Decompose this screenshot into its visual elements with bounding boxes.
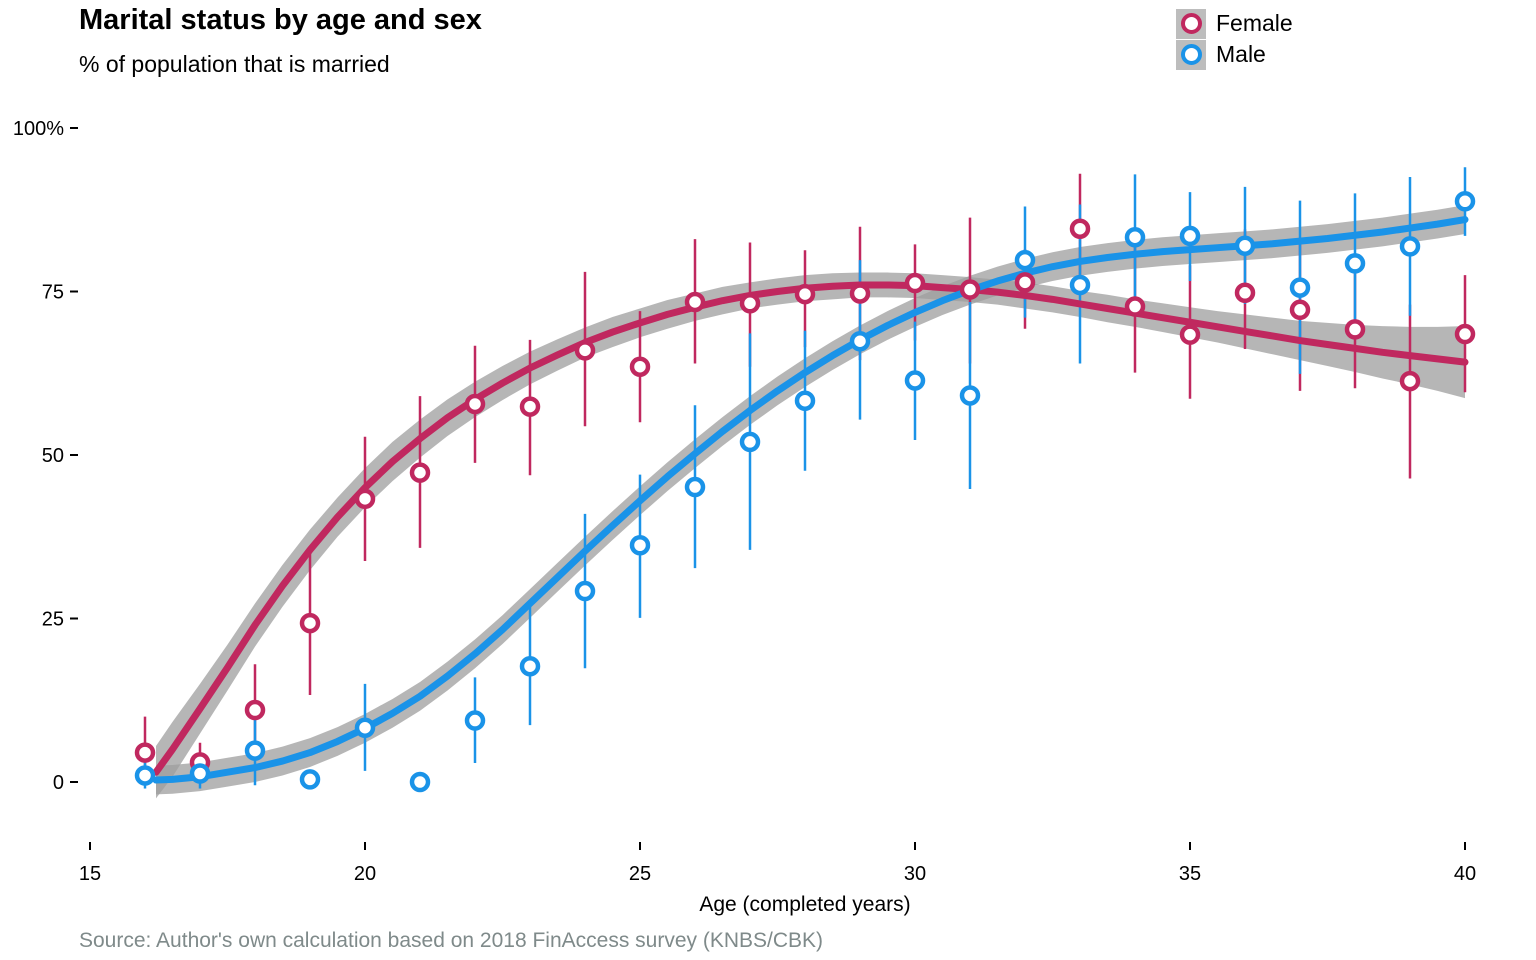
data-point-male (684, 476, 706, 498)
x-tick-label: 25 (629, 863, 651, 885)
data-point-female (354, 488, 376, 510)
y-tick-label: 75 (42, 282, 64, 304)
chart-title: Marital status by age and sex (79, 4, 482, 36)
legend-label-female: Female (1216, 10, 1293, 36)
data-point-male (1454, 190, 1476, 212)
data-point-male (849, 330, 871, 352)
legend-item-male: Male (1176, 39, 1293, 70)
data-point-male (134, 765, 156, 786)
data-point-female (1289, 299, 1311, 321)
data-point-male (574, 580, 596, 602)
data-point-female (244, 699, 266, 721)
data-point-male (464, 710, 486, 731)
x-tick-label: 20 (354, 863, 376, 885)
data-point-female (574, 340, 596, 361)
data-point-male (794, 390, 816, 411)
data-point-female (1179, 324, 1201, 345)
y-tick-label: 25 (42, 609, 64, 631)
data-point-female (464, 393, 486, 415)
x-tick-label: 40 (1454, 863, 1476, 885)
data-point-male (629, 535, 651, 556)
legend-label-male: Male (1216, 41, 1266, 67)
data-point-male (739, 431, 761, 453)
data-point-male (1234, 235, 1256, 256)
data-point-female (1454, 323, 1476, 345)
legend: Female Male (1176, 8, 1293, 70)
data-point-female (739, 293, 761, 314)
data-point-male (1124, 226, 1146, 248)
data-point-female (1399, 370, 1421, 392)
data-point-female (904, 272, 926, 294)
data-point-male (1344, 253, 1366, 274)
confidence-band-female (156, 272, 1465, 799)
x-axis-label: Age (completed years) (699, 893, 910, 916)
data-point-female (1069, 218, 1091, 239)
data-point-female (959, 279, 981, 300)
data-point-male (244, 740, 266, 761)
data-point-male (1399, 236, 1421, 257)
data-point-female (1234, 282, 1256, 304)
x-tick-label: 15 (79, 863, 101, 885)
data-point-male (354, 717, 376, 738)
data-point-female (629, 356, 651, 377)
data-point-female (409, 462, 431, 483)
data-point-female (1124, 296, 1146, 317)
data-point-male (299, 769, 321, 790)
legend-key-male (1176, 39, 1206, 70)
data-point-female (1344, 319, 1366, 340)
y-tick-label: 50 (42, 445, 64, 467)
data-point-female (299, 612, 321, 634)
x-tick-label: 30 (904, 863, 926, 885)
data-point-male (189, 763, 211, 784)
data-point-male (1069, 274, 1091, 296)
data-point-female (519, 396, 541, 417)
legend-item-female: Female (1176, 8, 1293, 39)
data-point-male (1179, 225, 1201, 247)
chart-subtitle: % of population that is married (79, 51, 390, 77)
chart-caption: Source: Author's own calculation based o… (79, 929, 824, 952)
data-point-female (794, 283, 816, 305)
data-point-male (904, 370, 926, 391)
data-point-male (1014, 249, 1036, 271)
data-point-female (1014, 272, 1036, 293)
data-point-male (409, 771, 431, 793)
data-point-female (684, 291, 706, 313)
x-tick-label: 35 (1179, 863, 1201, 885)
data-point-male (959, 385, 981, 406)
y-tick-label: 0 (53, 772, 64, 794)
data-point-male (519, 655, 541, 677)
legend-key-female (1176, 8, 1206, 39)
data-point-female (134, 742, 156, 763)
y-tick-label: 100% (13, 118, 64, 140)
data-point-male (1289, 277, 1311, 298)
data-point-female (849, 283, 871, 304)
